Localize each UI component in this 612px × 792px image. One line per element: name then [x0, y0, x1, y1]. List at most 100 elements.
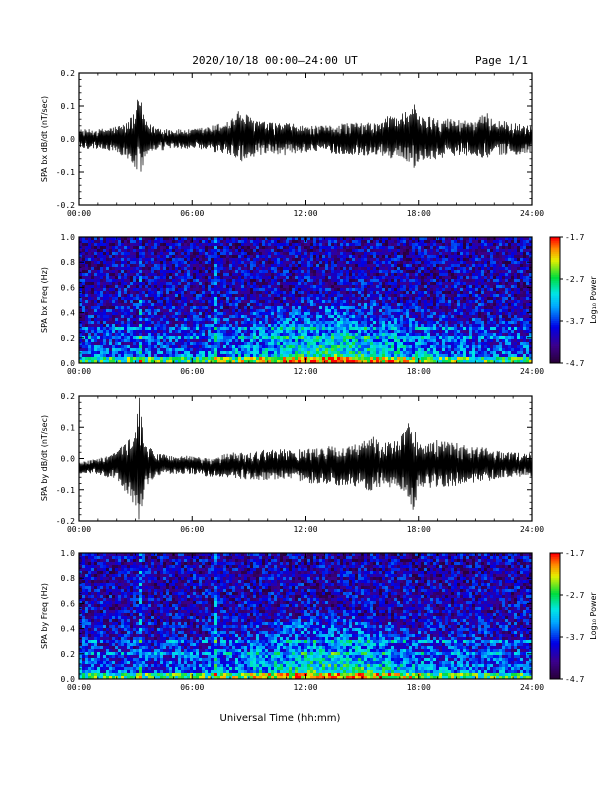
spectrogram-cell — [304, 297, 307, 300]
spectrogram-cell — [370, 285, 373, 288]
spectrogram-cell — [352, 357, 355, 360]
spectrogram-cell — [244, 306, 247, 309]
spectrogram-cell — [127, 264, 130, 267]
spectrogram-cell — [349, 282, 352, 285]
spectrogram-cell — [205, 282, 208, 285]
spectrogram-cell — [133, 324, 136, 327]
spectrogram-cell — [115, 294, 118, 297]
spectrogram-cell — [244, 342, 247, 345]
spectrogram-cell — [253, 315, 256, 318]
spectrogram-cell — [115, 243, 118, 246]
spectrogram-cell — [292, 297, 295, 300]
spectrogram-cell — [355, 288, 358, 291]
spectrogram-cell — [148, 327, 151, 330]
spectrogram-cell — [97, 270, 100, 273]
spectrogram-cell — [169, 354, 172, 357]
spectrogram-cell — [364, 255, 367, 258]
spectrogram-cell — [421, 318, 424, 321]
spectrogram-cell — [154, 324, 157, 327]
spectrogram-cell — [106, 297, 109, 300]
spectrogram-cell — [352, 333, 355, 336]
spectrogram-cell — [121, 285, 124, 288]
spectrogram-cell — [88, 303, 91, 306]
spectrogram-cell — [313, 243, 316, 246]
spectrogram-cell — [262, 279, 265, 282]
spectrogram-cell — [382, 282, 385, 285]
spectrogram-cell — [184, 303, 187, 306]
spectrogram-cell — [301, 345, 304, 348]
spectrogram-cell — [325, 330, 328, 333]
spectrogram-cell — [355, 261, 358, 264]
spectrogram-cell — [250, 249, 253, 252]
spectrogram-cell — [202, 291, 205, 294]
spectrogram-cell — [151, 267, 154, 270]
spectrogram-cell — [331, 330, 334, 333]
spectrogram-cell — [409, 354, 412, 357]
spectrogram-cell — [217, 303, 220, 306]
spectrogram-cell — [406, 315, 409, 318]
spectrogram-cell — [244, 294, 247, 297]
spectrogram-cell — [121, 324, 124, 327]
spectrogram-cell — [409, 249, 412, 252]
spectrogram-cell — [199, 321, 202, 324]
spectrogram-cell — [298, 312, 301, 315]
spectrogram-cell — [406, 264, 409, 267]
spectrogram-cell — [148, 345, 151, 348]
spectrogram-cell — [133, 237, 136, 240]
spectrogram-cell — [421, 354, 424, 357]
spectrogram-cell — [82, 297, 85, 300]
spectrogram-cell — [169, 324, 172, 327]
spectrogram-cell — [175, 294, 178, 297]
spectrogram-cell — [220, 270, 223, 273]
spectrogram-cell — [154, 294, 157, 297]
spectrogram-cell — [130, 315, 133, 318]
spectrogram-cell — [376, 255, 379, 258]
spectrogram-cell — [142, 264, 145, 267]
spectrogram-cell — [382, 267, 385, 270]
spectrogram-cell — [181, 303, 184, 306]
spectrogram-cell — [127, 240, 130, 243]
spectrogram-cell — [130, 249, 133, 252]
spectrogram-cell — [196, 297, 199, 300]
spectrogram-cell — [340, 324, 343, 327]
spectrogram-cell — [268, 297, 271, 300]
spectrogram-cell — [307, 276, 310, 279]
spectrogram-cell — [364, 291, 367, 294]
spectrogram-cell — [313, 312, 316, 315]
spectrogram-cell — [415, 264, 418, 267]
spectrogram-cell — [223, 315, 226, 318]
spectrogram-cell — [94, 249, 97, 252]
spectrogram-cell — [349, 285, 352, 288]
spectrogram-cell — [421, 270, 424, 273]
spectrogram-cell — [199, 249, 202, 252]
spectrogram-cell — [298, 300, 301, 303]
spectrogram-cell — [187, 261, 190, 264]
spectrogram-cell — [382, 237, 385, 240]
spectrogram-cell — [313, 309, 316, 312]
spectrogram-cell — [196, 282, 199, 285]
spectrogram-cell — [322, 240, 325, 243]
spectrogram-cell — [337, 351, 340, 354]
spectrogram-cell — [193, 276, 196, 279]
spectrogram-cell — [364, 345, 367, 348]
spectrogram-cell — [241, 246, 244, 249]
spectrogram-cell — [283, 279, 286, 282]
spectrogram-cell — [406, 288, 409, 291]
spectrogram-cell — [292, 279, 295, 282]
spectrogram-cell — [250, 300, 253, 303]
spectrogram-cell — [313, 279, 316, 282]
spectrogram-cell — [109, 252, 112, 255]
spectrogram-cell — [199, 342, 202, 345]
spectrogram-cell — [298, 285, 301, 288]
spectrogram-cell — [397, 261, 400, 264]
spectrogram-cell — [313, 327, 316, 330]
spectrogram-cell — [187, 285, 190, 288]
spectrogram-cell — [379, 321, 382, 324]
spectrogram-cell — [265, 306, 268, 309]
spectrogram-cell — [352, 246, 355, 249]
spectrogram-cell — [184, 237, 187, 240]
spectrogram-cell — [196, 303, 199, 306]
spectrogram-cell — [253, 309, 256, 312]
spectrogram-cell — [337, 258, 340, 261]
spectrogram-cell — [361, 246, 364, 249]
